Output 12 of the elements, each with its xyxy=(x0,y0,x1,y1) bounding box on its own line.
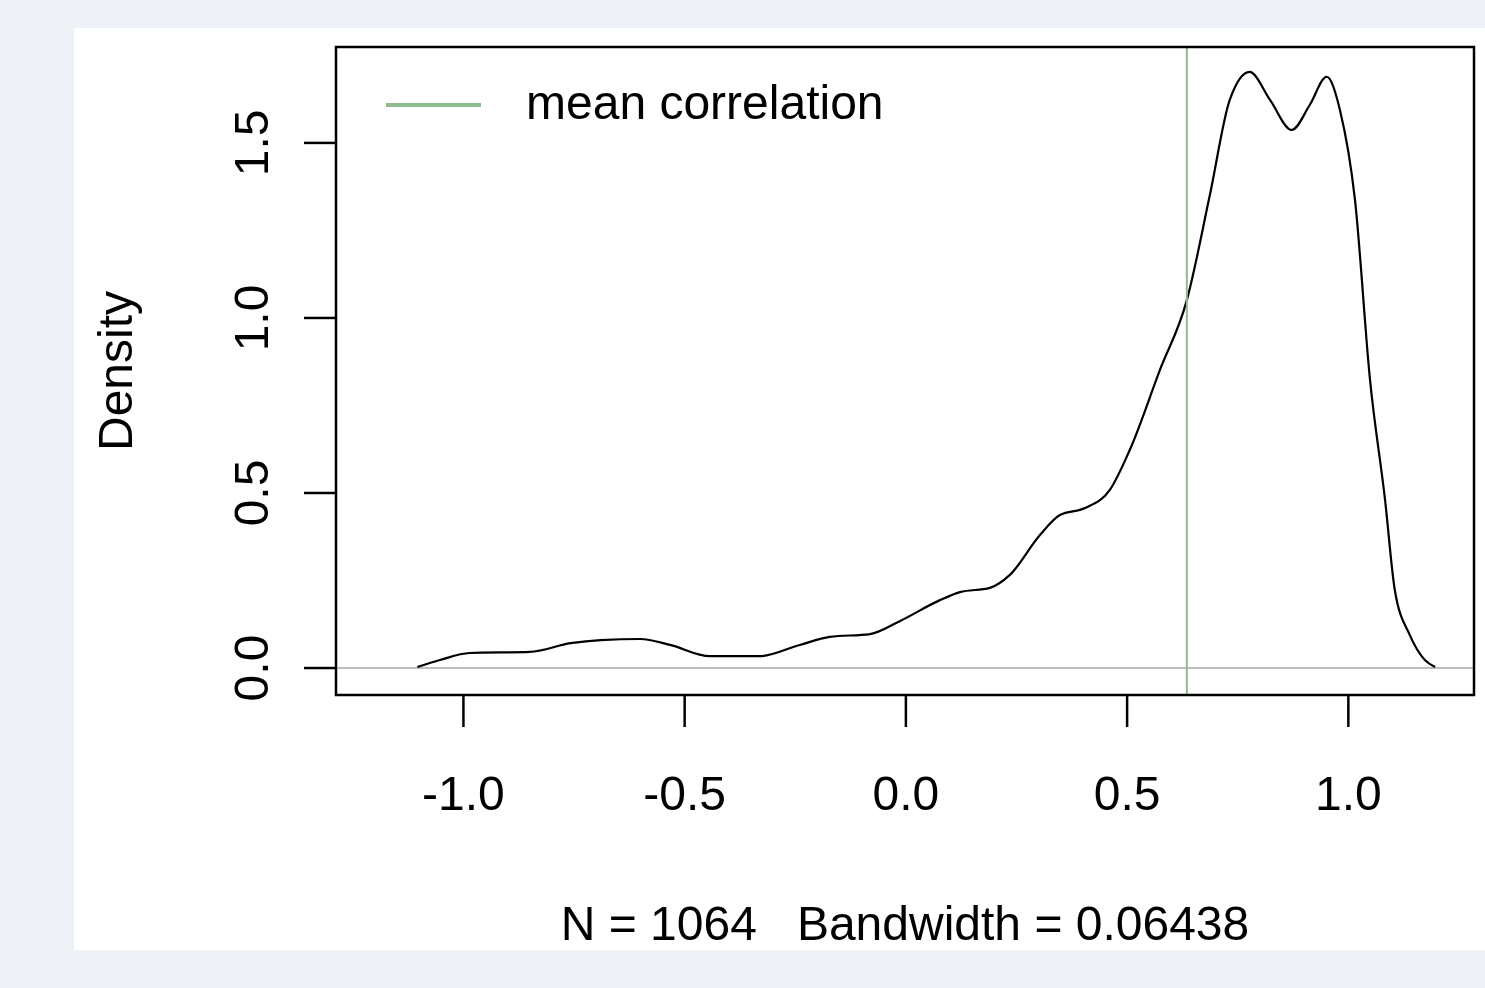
y-tick-label: 0.0 xyxy=(225,634,278,702)
x-tick-label: -1.0 xyxy=(422,767,505,820)
y-tick-label: 1.5 xyxy=(225,109,278,177)
x-tick-label: 0.0 xyxy=(872,767,940,820)
y-axis-title: Density xyxy=(89,290,142,452)
x-tick-label: -0.5 xyxy=(643,767,727,820)
x-tick-label: 0.5 xyxy=(1093,767,1161,820)
x-tick-label: 1.0 xyxy=(1314,767,1382,820)
legend-label: mean correlation xyxy=(526,76,884,129)
y-tick-label: 1.0 xyxy=(225,284,278,352)
y-tick-label: 0.5 xyxy=(225,459,278,527)
x-axis-title: N = 1064 Bandwidth = 0.06438 xyxy=(560,897,1250,950)
